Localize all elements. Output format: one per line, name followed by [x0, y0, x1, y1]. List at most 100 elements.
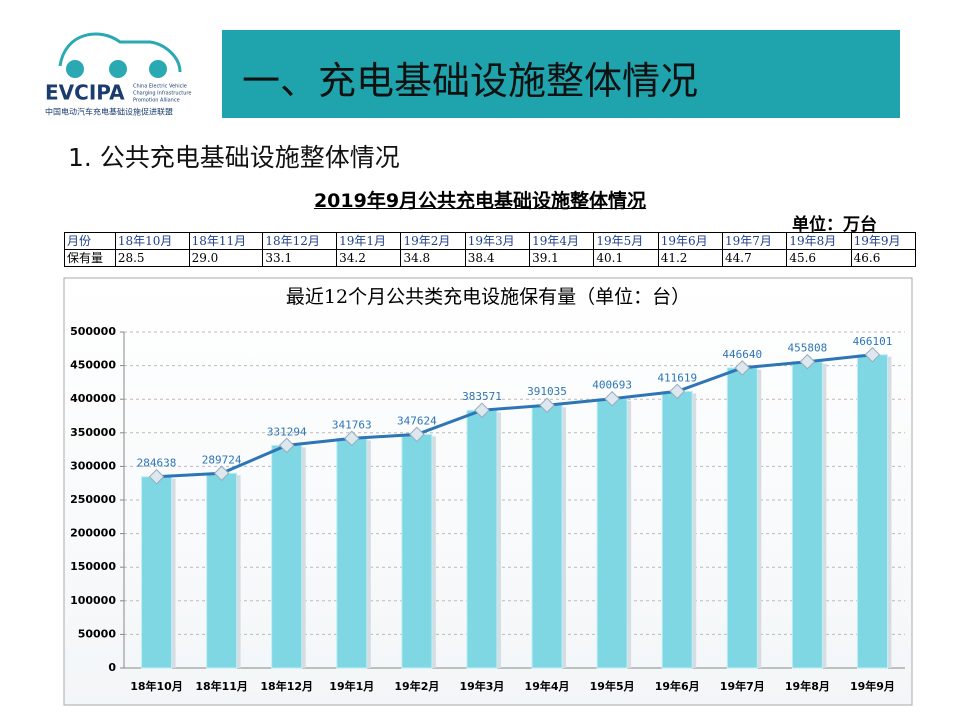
bar [336, 437, 368, 669]
data-label: 284638 [137, 457, 177, 470]
table-title: 2019年9月公共充电基础设施整体情况 [313, 190, 647, 212]
bar [596, 398, 628, 669]
table-cell: 34.2 [336, 249, 402, 267]
table-cell: 40.1 [593, 249, 659, 267]
bar [791, 361, 823, 669]
data-label: 446640 [722, 348, 762, 361]
table-cell: 29.0 [188, 249, 264, 267]
line-marker [539, 397, 555, 414]
bar [856, 354, 888, 669]
table-cell: 19年3月 [464, 232, 531, 250]
y-tick-label: 500000 [70, 325, 116, 338]
x-tick-label: 18年12月 [260, 679, 313, 693]
subtitle: 1. 公共充电基础设施整体情况 [68, 143, 400, 172]
table-cell: 19年5月 [593, 232, 659, 250]
line [156, 353, 873, 479]
y-tick-label: 400000 [70, 392, 116, 405]
logo-car [58, 32, 182, 73]
table-cell: 38.4 [464, 249, 531, 267]
y-tick-label: 150000 [70, 560, 116, 573]
line-marker [799, 353, 816, 370]
table-cell: 月份 [64, 232, 116, 250]
logo-en: China Electric Vehicle [133, 84, 187, 90]
x-tick-label: 19年3月 [459, 679, 504, 693]
table-cell: 19年9月 [850, 232, 917, 250]
table-cell: 保有量 [64, 249, 116, 267]
bar [141, 476, 173, 669]
line-marker [669, 383, 685, 400]
bar [206, 472, 238, 669]
data-label: 289724 [202, 453, 242, 466]
x-tick-label: 19年9月 [850, 679, 895, 693]
line-marker [864, 347, 881, 363]
bar [401, 433, 433, 669]
line-marker [734, 360, 751, 376]
table-row: 保有量 28.5 29.0 33.1 34.2 34.8 38.4 39.1 40.1 41.2 4… [64, 249, 917, 267]
data-label: 383571 [462, 390, 502, 403]
logo-cn: 中国电动汽车充电基础设施促进联盟 [45, 107, 173, 117]
y-tick-label: 250000 [70, 493, 116, 506]
table-cell: 33.1 [262, 249, 338, 267]
logo-en: Charging Infrastructure [133, 91, 191, 97]
y-tick-label: 100000 [70, 594, 116, 607]
y-tick-label: 350000 [70, 426, 116, 439]
data-label: 400693 [592, 379, 632, 392]
bar [661, 390, 693, 669]
x-tick-label: 18年10月 [130, 679, 183, 693]
y-tick-label: 50000 [78, 627, 117, 640]
x-tick-label: 19年2月 [394, 679, 439, 693]
table-cell: 18年12月 [262, 232, 338, 250]
line-marker [409, 426, 425, 443]
table-cell: 34.8 [400, 249, 466, 267]
x-tick-label: 19年4月 [525, 679, 570, 693]
line-marker [213, 465, 230, 482]
line-marker [278, 437, 295, 454]
x-tick-label: 19年1月 [329, 679, 374, 693]
x-tick-label: 19年5月 [590, 679, 635, 693]
y-tick-label: 200000 [70, 527, 116, 540]
line-marker [344, 430, 360, 447]
table-cell: 45.6 [786, 249, 852, 267]
table-cell: 18年11月 [188, 232, 264, 250]
data-label: 331294 [267, 425, 307, 438]
logo-name: EVCIPA [45, 81, 125, 105]
data-label: 341763 [332, 418, 372, 431]
logo: EVCIPA China Electric Vehicle Charging I… [45, 32, 191, 117]
table-row: 月份 18年10月 18年11月 18年12月 19年1月 19年2月 19年3月 19年4月… [64, 232, 917, 250]
y-tick-label: 450000 [70, 359, 116, 372]
table-cell: 28.5 [114, 249, 190, 267]
bar [726, 367, 758, 669]
x-tick-label: 18年11月 [195, 679, 248, 693]
line-marker [148, 468, 165, 485]
table-cell: 44.7 [722, 249, 788, 267]
x-tick-label: 19年8月 [785, 679, 830, 693]
header-title: 一、充电基础设施整体情况 [242, 59, 699, 103]
table-unit: 单位：万台 [792, 215, 877, 235]
x-tick-label: 19年7月 [720, 679, 765, 693]
data-label: 466101 [853, 335, 893, 348]
data-label: 391035 [527, 385, 567, 398]
chart-title: 最近12个月公共类充电设施保有量（单位：台） [286, 286, 690, 308]
x-tick-label: 19年6月 [655, 679, 700, 693]
logo-wheel [66, 60, 84, 78]
data-label: 347624 [397, 414, 437, 427]
banner: 一、充电基础设施整体情况 [222, 30, 900, 118]
logo-wheel [109, 60, 127, 78]
bar [466, 409, 498, 669]
data-table: 月份 18年10月 18年11月 18年12月 19年1月 19年2月 19年3月 19年4月… [64, 232, 917, 267]
table-cell: 41.2 [657, 249, 724, 267]
table-cell: 46.6 [850, 249, 917, 267]
bar [271, 444, 303, 669]
data-label: 411619 [657, 371, 697, 384]
data-label: 455808 [788, 342, 828, 355]
y-tick-label: 0 [108, 661, 116, 674]
table-cell: 18年10月 [114, 232, 190, 250]
line-marker [474, 402, 490, 419]
logo-en: Promotion Alliance [133, 98, 180, 104]
y-tick-label: 300000 [70, 459, 116, 472]
logo-wheel [149, 60, 167, 78]
table-cell: 19年1月 [336, 232, 402, 250]
bar [531, 404, 563, 669]
